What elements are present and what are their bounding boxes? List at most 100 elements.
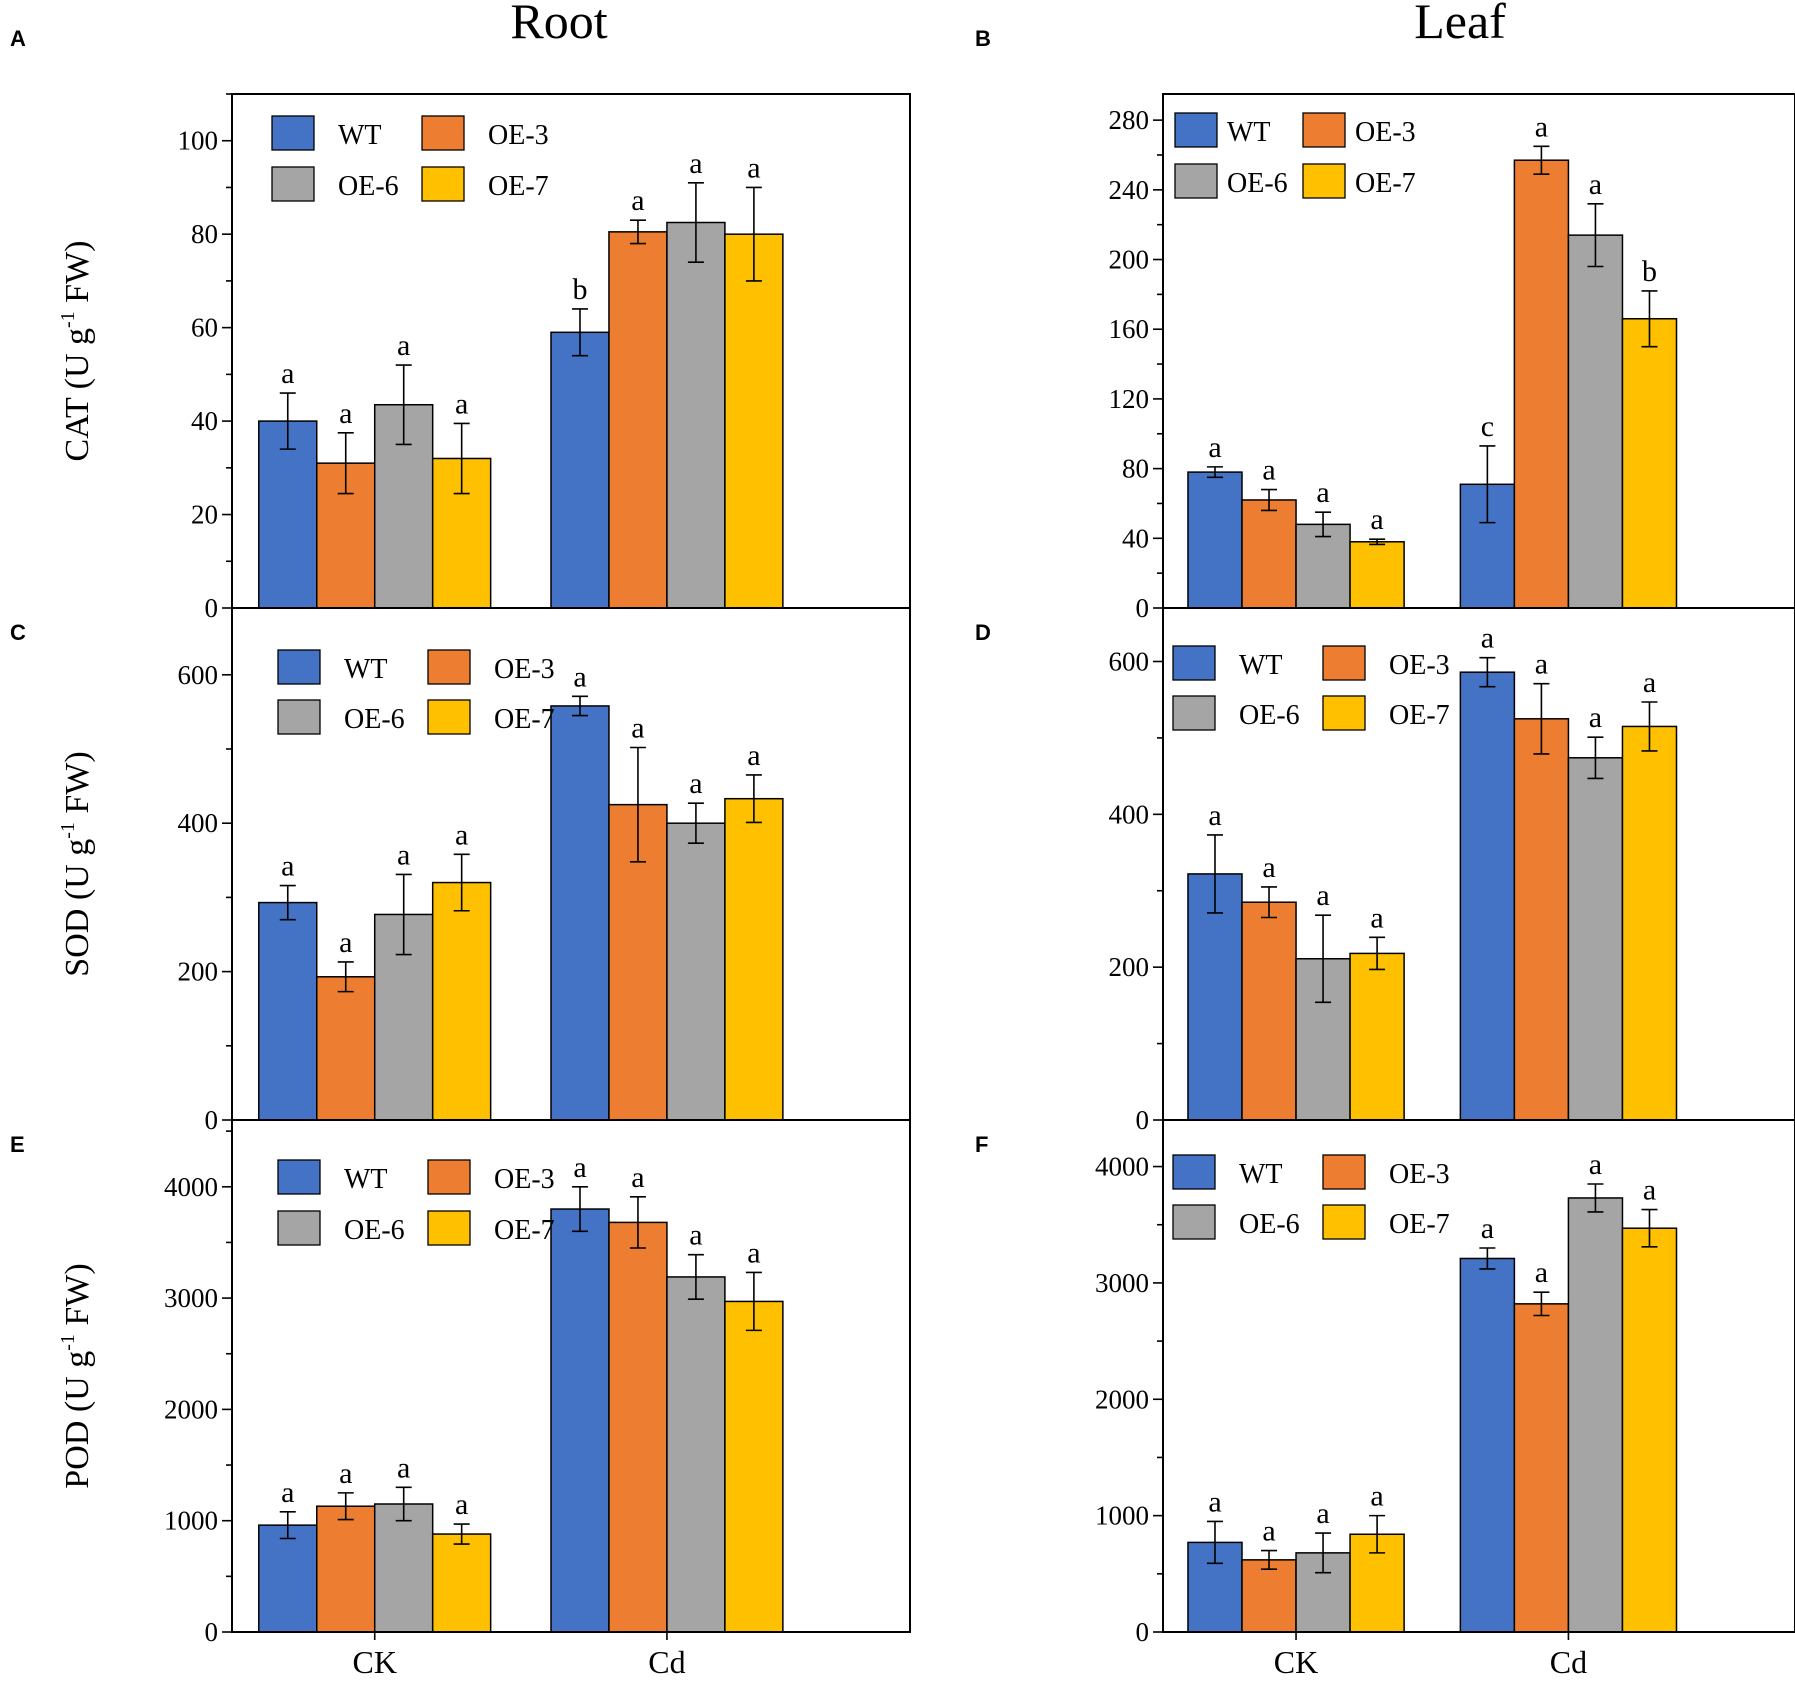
bar-oe-3-ck <box>1241 1559 1297 1633</box>
plot-frame <box>231 1119 911 1633</box>
bar-oe-6-ck <box>373 1503 434 1633</box>
significance-letter: a <box>1535 648 1548 681</box>
error-bar <box>1206 466 1223 479</box>
bar-wt-ck <box>1187 471 1243 609</box>
legend-item-wt: WT <box>277 1159 388 1195</box>
legend-item-oe-3: OE-3 <box>427 649 555 685</box>
significance-letter: a <box>455 387 468 420</box>
error-bar <box>687 1253 704 1300</box>
legend: WT OE-3 OE-6 OE-7 <box>271 115 549 202</box>
y-tick-label: 4000 <box>164 1172 218 1202</box>
legend-item-oe-7: OE-7 <box>427 1210 555 1246</box>
legend-swatch <box>1322 645 1366 681</box>
y-tick-label: 200 <box>1109 952 1150 982</box>
significance-letter: a <box>1643 1174 1656 1207</box>
legend-label: WT <box>344 1164 388 1195</box>
y-tick-label: 280 <box>1109 105 1150 135</box>
significance-letter: a <box>689 1219 702 1252</box>
y-tick-label: 100 <box>178 126 219 156</box>
bar-wt-cd <box>550 1208 610 1633</box>
legend-label: OE-3 <box>1389 650 1450 681</box>
bar-oe-3-cd <box>1513 159 1570 609</box>
error-bar <box>1587 202 1604 268</box>
column-title-leaf: Leaf <box>1414 0 1506 49</box>
bar-oe-7-cd <box>724 1300 784 1633</box>
legend-label: WT <box>1227 117 1271 148</box>
y-tick-label: 400 <box>1109 799 1150 829</box>
y-tick-label: 120 <box>1109 384 1150 414</box>
bar-oe-7-cd <box>724 797 784 1121</box>
legend: WT OE-3 OE-6 OE-7 <box>277 649 555 735</box>
panel-b: Ba c a a a a a b 0 40 80 120 160 200 240 280 WT OE-3 OE-6 O… <box>975 26 1795 623</box>
significance-letter: a <box>1316 476 1329 509</box>
significance-letter: a <box>689 147 702 180</box>
bar-wt-ck <box>258 420 318 609</box>
legend-label: OE-7 <box>494 704 555 735</box>
panels: Aa b a a a a a a 0 20 40 60 80 100 CAT (U g-1 FW) WT OE-… <box>10 26 1795 1680</box>
legend-swatch <box>1322 1204 1366 1240</box>
y-axis: 0 1000 2000 3000 4000 <box>164 1130 232 1647</box>
y-axis: 0 40 80 120 160 200 240 280 <box>1109 105 1163 623</box>
bar-oe-6-cd <box>666 1276 726 1633</box>
bars: a a a a a a a a <box>1187 1148 1678 1633</box>
error-bar <box>395 1486 412 1522</box>
legend-label: OE-6 <box>338 171 399 202</box>
bar-oe-3-ck <box>1241 499 1297 609</box>
error-bar <box>279 884 296 921</box>
y-tick-label: 1000 <box>1095 1501 1149 1531</box>
error-bar <box>395 873 412 956</box>
y-tick-label: 1000 <box>164 1506 218 1536</box>
legend-item-oe-3: OE-3 <box>421 115 549 151</box>
bars: a a a a a a a a <box>258 660 784 1121</box>
y-axis: 0 1000 2000 3000 4000 <box>1095 1152 1163 1647</box>
panel-letter: D <box>975 620 991 645</box>
x-category-label: Cd <box>1550 1644 1587 1680</box>
bar-oe-3-cd <box>1513 1303 1570 1633</box>
significance-letter: a <box>747 1236 760 1269</box>
bar-wt-cd <box>1459 671 1516 1121</box>
error-bar <box>745 1271 762 1332</box>
y-tick-label: 0 <box>205 1617 219 1647</box>
legend-swatch <box>427 649 471 685</box>
error-bar <box>337 431 354 495</box>
legend-item-wt: WT <box>271 115 382 151</box>
error-bar <box>1641 1208 1658 1248</box>
legend-swatch <box>427 699 471 735</box>
bar-oe-7-ck <box>1349 952 1405 1121</box>
legend-label: OE-6 <box>1227 168 1288 199</box>
significance-letter: a <box>1589 1148 1602 1181</box>
significance-letter: b <box>1642 255 1657 288</box>
legend-swatch <box>277 1210 321 1246</box>
error-bar <box>629 746 646 863</box>
significance-letter: a <box>747 151 760 184</box>
legend-label: OE-3 <box>488 120 549 151</box>
bar-oe-6-cd <box>1567 234 1624 609</box>
error-bar <box>279 392 296 450</box>
y-tick-label: 0 <box>1136 1105 1150 1135</box>
bars: a a a a a a a a <box>258 1151 784 1633</box>
legend-item-oe-7: OE-7 <box>1322 1204 1450 1240</box>
error-bar <box>1533 1291 1550 1317</box>
error-bar <box>1369 538 1386 546</box>
bar-wt-ck <box>258 1524 318 1633</box>
significance-letter: a <box>1481 622 1494 655</box>
legend-label: OE-7 <box>1355 168 1416 199</box>
significance-letter: a <box>1370 901 1383 934</box>
legend-item-oe-7: OE-7 <box>1302 163 1416 199</box>
y-tick-label: 80 <box>1122 454 1149 484</box>
bars: a a a a a a a a <box>1187 622 1678 1121</box>
error-bar <box>1369 1514 1386 1554</box>
significance-letter: a <box>281 850 294 883</box>
y-tick-label: 0 <box>1136 593 1150 623</box>
bar-oe-7-ck <box>431 881 492 1121</box>
legend-swatch <box>271 166 315 202</box>
legend-swatch <box>1322 695 1366 731</box>
legend-swatch <box>421 166 465 202</box>
error-bar <box>1261 488 1278 512</box>
column-title-root: Root <box>510 0 607 49</box>
significance-letter: a <box>1316 1497 1329 1530</box>
y-tick-label: 20 <box>191 500 218 530</box>
legend-item-oe-3: OE-3 <box>1302 112 1416 148</box>
panel-letter: B <box>975 26 991 51</box>
legend-swatch <box>277 1159 321 1195</box>
